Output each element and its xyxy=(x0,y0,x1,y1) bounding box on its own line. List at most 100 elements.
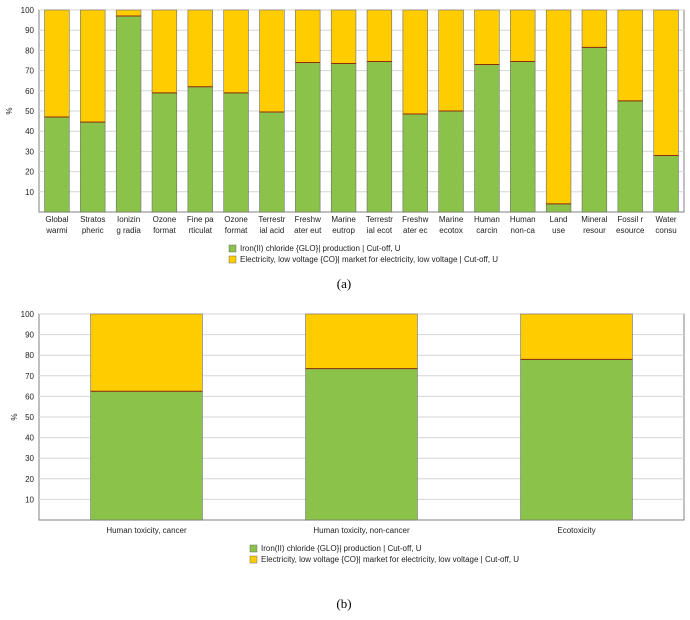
y-axis-label: % xyxy=(10,413,19,420)
bar-segment xyxy=(545,203,572,213)
bar-segment xyxy=(187,86,213,213)
category-label: Ionizin xyxy=(117,215,140,224)
y-tick-label: 20 xyxy=(25,168,34,177)
bar-segment xyxy=(330,9,357,64)
legend-swatch xyxy=(228,255,237,264)
y-tick-label: 40 xyxy=(25,434,34,443)
y-tick-label: 10 xyxy=(25,495,34,504)
bar-segment xyxy=(305,313,418,369)
bar-segment xyxy=(223,92,249,213)
legend-swatch xyxy=(228,244,237,253)
y-tick-label: 80 xyxy=(25,46,34,55)
category-label: Human xyxy=(474,215,500,224)
category-label: Freshw xyxy=(402,215,428,224)
category-label: consu xyxy=(655,226,676,235)
category-label: ecotox xyxy=(439,226,463,235)
category-label: Ecotoxicity xyxy=(557,526,595,535)
category-label: pheric xyxy=(82,226,104,235)
y-tick-label: 30 xyxy=(25,454,34,463)
bar-segment xyxy=(330,63,357,213)
y-tick-label: 90 xyxy=(25,26,34,35)
bar-segment xyxy=(44,9,70,118)
category-label: eutrop xyxy=(332,226,355,235)
category-label: Water xyxy=(656,215,677,224)
bar-segment xyxy=(581,9,608,48)
category-label: Human xyxy=(510,215,536,224)
category-label: Ozone xyxy=(153,215,177,224)
category-label: warmi xyxy=(45,226,68,235)
bar-segment xyxy=(90,313,203,392)
bar-segment xyxy=(438,110,464,213)
y-tick-label: 80 xyxy=(25,351,34,360)
legend-label: Electricity, low voltage {CO}| market fo… xyxy=(240,255,498,264)
y-tick-label: 100 xyxy=(21,310,35,319)
y-tick-label: 50 xyxy=(25,413,34,422)
bar-segment xyxy=(305,368,418,521)
legend-swatch xyxy=(249,544,258,553)
bar-segment xyxy=(80,9,106,123)
category-label: esource xyxy=(616,226,645,235)
y-tick-label: 10 xyxy=(25,188,34,197)
legend-label: Iron(II) chloride {GLO}| production | Cu… xyxy=(261,544,422,553)
bar-segment xyxy=(402,9,428,115)
bar-segment xyxy=(259,9,285,113)
bar-segment xyxy=(44,116,70,213)
category-label: Land xyxy=(550,215,568,224)
bar-segment xyxy=(510,61,536,213)
bar-segment xyxy=(510,9,536,62)
bar-segment xyxy=(115,9,142,17)
category-label: ial ecot xyxy=(367,226,393,235)
panel-label: (a) xyxy=(337,276,351,291)
bar-segment xyxy=(653,155,679,213)
bar-segment xyxy=(366,61,393,213)
chart-a: 10 20 30 40 50 60 70 80 90 100% Global warmi Stratos… xyxy=(5,6,685,291)
bar-segment xyxy=(402,113,428,213)
y-tick-label: 100 xyxy=(21,6,35,15)
category-label: Human toxicity, non-cancer xyxy=(313,526,410,535)
bar-segment xyxy=(653,9,679,156)
category-label: Human toxicity, cancer xyxy=(106,526,187,535)
bar-segment xyxy=(223,9,249,94)
category-label: Marine xyxy=(439,215,464,224)
y-tick-label: 60 xyxy=(25,87,34,96)
y-tick-label: 70 xyxy=(25,67,34,76)
bar-segment xyxy=(474,9,500,65)
bar-segment xyxy=(295,62,321,213)
category-label: Fossil r xyxy=(617,215,643,224)
bar-segment xyxy=(187,9,213,88)
category-label: ial acid xyxy=(259,226,284,235)
category-label: Ozone xyxy=(224,215,248,224)
bar-segment xyxy=(115,15,142,213)
y-tick-label: 20 xyxy=(25,475,34,484)
category-label: Freshw xyxy=(295,215,321,224)
bar-segment xyxy=(520,313,633,360)
category-label: Fine pa xyxy=(187,215,214,224)
category-label: Stratos xyxy=(80,215,105,224)
chart-b: 10 20 30 40 50 60 70 80 90 100% Human toxicity, ca… xyxy=(10,310,685,611)
y-tick-label: 90 xyxy=(25,331,34,340)
y-tick-label: 60 xyxy=(25,392,34,401)
category-label: Global xyxy=(45,215,68,224)
category-label: format xyxy=(225,226,248,235)
y-tick-label: 40 xyxy=(25,127,34,136)
bar-segment xyxy=(617,9,643,102)
panel-label: (b) xyxy=(336,596,351,611)
y-tick-label: 70 xyxy=(25,372,34,381)
category-label: ater ec xyxy=(403,226,427,235)
legend-swatch xyxy=(249,555,258,564)
category-label: use xyxy=(552,226,565,235)
category-label: non-ca xyxy=(511,226,536,235)
bar-segment xyxy=(151,9,178,94)
category-label: Marine xyxy=(331,215,356,224)
category-label: carcin xyxy=(476,226,497,235)
y-tick-label: 30 xyxy=(25,147,34,156)
bar-segment xyxy=(617,100,643,213)
category-label: Mineral xyxy=(581,215,607,224)
bar-segment xyxy=(545,9,572,205)
bar-segment xyxy=(438,9,464,112)
y-tick-label: 50 xyxy=(25,107,34,116)
category-label: format xyxy=(153,226,176,235)
legend-label: Iron(II) chloride {GLO}| production | Cu… xyxy=(240,244,401,253)
category-label: rticulat xyxy=(188,226,212,235)
